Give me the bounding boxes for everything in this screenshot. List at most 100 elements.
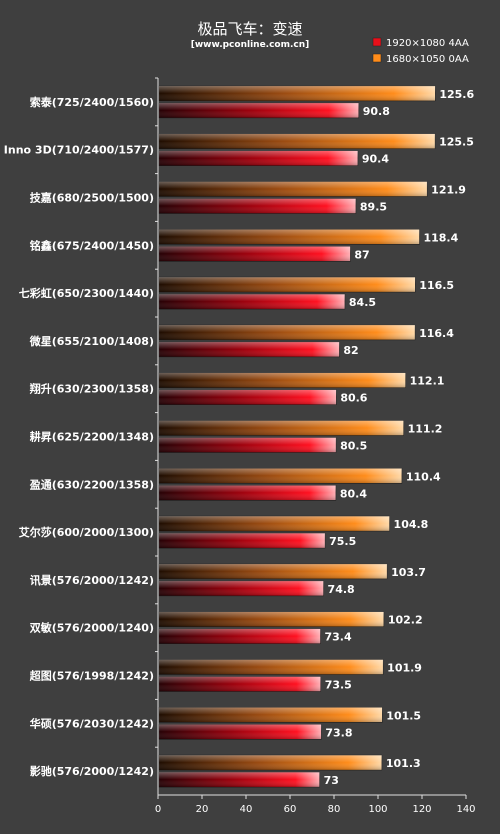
- plot-area: 索泰(725/2400/1560) 125.6 90.8 Inno 3D(710/24…: [4, 77, 476, 815]
- category-label: 铭鑫(675/2400/1450): [30, 238, 154, 252]
- value-label-1920-1080-4aa: 84.5: [349, 296, 376, 309]
- bar-sheen: [159, 563, 388, 579]
- value-label-1680-1050-0aa: 118.4: [423, 231, 458, 244]
- bar-sheen: [159, 229, 420, 245]
- value-label-1920-1080-4aa: 89.5: [360, 201, 387, 214]
- category-label: 双敏(576/2000/1240): [30, 621, 154, 635]
- bar-group: 双敏(576/2000/1240) 102.2 73.4: [30, 603, 423, 644]
- x-tick-label: 60: [284, 804, 297, 815]
- bar-group: 影驰(576/2000/1242) 101.3 73: [30, 746, 421, 788]
- value-label-1680-1050-0aa: 116.5: [419, 279, 454, 292]
- category-label: 艾尔莎(600/2000/1300): [19, 525, 154, 539]
- category-label: 耕昇(625/2200/1348): [30, 430, 154, 444]
- value-label-1680-1050-0aa: 125.5: [439, 136, 474, 149]
- value-label-1680-1050-0aa: 125.6: [439, 88, 474, 101]
- value-label-1920-1080-4aa: 82: [343, 344, 358, 357]
- bar-sheen: [159, 198, 356, 214]
- bar-sheen: [159, 389, 337, 405]
- x-tick-label: 100: [368, 804, 387, 815]
- bar-sheen: [159, 611, 384, 627]
- bar-sheen: [159, 277, 416, 293]
- bar-group: 微星(655/2100/1408) 116.4 82: [29, 316, 454, 358]
- legend-label-4aa: 1920×1080 4AA: [386, 38, 469, 49]
- value-label-1680-1050-0aa: 101.3: [386, 757, 421, 770]
- legend: 1920×1080 4AA 1680×1050 0AA: [372, 37, 469, 65]
- chart-subtitle: [www.pconline.com.cn]: [191, 40, 310, 50]
- bar-sheen: [159, 133, 436, 149]
- bar-sheen: [159, 246, 351, 262]
- category-label: 华硕(576/2030/1242): [30, 716, 154, 730]
- bar-group: 技嘉(680/2500/1500) 121.9 89.5: [30, 173, 466, 214]
- bar-group: 华硕(576/2030/1242) 101.5 73.8: [30, 698, 421, 740]
- bar-sheen: [159, 755, 382, 771]
- value-label-1680-1050-0aa: 104.8: [394, 518, 429, 531]
- bar-group: 七彩虹(650/2300/1440) 116.5 84.5: [19, 268, 454, 310]
- category-label: 讯景(576/2000/1242): [30, 574, 154, 587]
- x-tick-label: 120: [412, 804, 431, 815]
- bar-group: 艾尔莎(600/2000/1300) 104.8 75.5: [19, 507, 429, 549]
- bar-sheen: [159, 181, 428, 197]
- value-label-1920-1080-4aa: 73: [324, 774, 339, 787]
- bar-sheen: [159, 372, 406, 388]
- legend-swatch-4aa: [372, 37, 382, 47]
- bar-sheen: [159, 676, 321, 692]
- bar-group: Inno 3D(710/2400/1577) 125.5 90.4: [4, 125, 474, 166]
- value-label-1920-1080-4aa: 75.5: [329, 535, 356, 548]
- value-label-1920-1080-4aa: 90.8: [363, 105, 390, 118]
- value-label-1680-1050-0aa: 101.9: [387, 662, 422, 675]
- category-label: 微星(655/2100/1408): [29, 334, 154, 348]
- bar-group: 盈通(630/2200/1358) 110.4 80.4: [29, 459, 441, 501]
- value-label-1680-1050-0aa: 111.2: [408, 423, 443, 436]
- bar-group: 超图(576/1998/1242) 101.9 73.5: [29, 651, 422, 692]
- bar-sheen: [159, 772, 320, 788]
- bar-sheen: [159, 102, 359, 118]
- category-label: 技嘉(680/2500/1500): [30, 191, 154, 205]
- value-label-1920-1080-4aa: 80.5: [340, 440, 367, 453]
- value-label-1920-1080-4aa: 90.4: [362, 153, 389, 166]
- category-label: 七彩虹(650/2300/1440): [19, 286, 154, 300]
- value-label-1920-1080-4aa: 73.4: [324, 631, 351, 644]
- bar-sheen: [159, 294, 345, 310]
- value-label-1680-1050-0aa: 102.2: [388, 614, 423, 627]
- bar-sheen: [159, 628, 321, 644]
- bar-group: 索泰(725/2400/1560) 125.6 90.8: [30, 77, 474, 119]
- value-label-1920-1080-4aa: 80.4: [340, 487, 367, 500]
- x-tick-label: 40: [240, 804, 253, 815]
- value-label-1920-1080-4aa: 87: [354, 248, 369, 261]
- value-label-1680-1050-0aa: 112.1: [410, 375, 445, 388]
- bar-sheen: [159, 341, 340, 357]
- category-label: 影驰(576/2000/1242): [30, 764, 154, 778]
- bar-sheen: [159, 150, 358, 166]
- bar-sheen: [159, 659, 384, 675]
- category-label: Inno 3D(710/2400/1577): [4, 144, 154, 157]
- value-label-1680-1050-0aa: 110.4: [406, 470, 441, 483]
- value-label-1680-1050-0aa: 101.5: [386, 709, 421, 722]
- x-tick-label: 140: [456, 804, 475, 815]
- value-label-1920-1080-4aa: 73.8: [325, 726, 352, 739]
- x-tick-label: 20: [196, 804, 209, 815]
- value-label-1920-1080-4aa: 74.8: [328, 583, 355, 596]
- bar-sheen: [159, 85, 436, 101]
- chart-title: 极品飞车：变速: [197, 20, 302, 38]
- value-label-1920-1080-4aa: 73.5: [325, 679, 352, 692]
- bar-sheen: [159, 533, 326, 549]
- value-label-1680-1050-0aa: 116.4: [419, 327, 454, 340]
- category-label: 超图(576/1998/1242): [29, 669, 154, 683]
- bar-group: 铭鑫(675/2400/1450) 118.4 87: [30, 220, 459, 262]
- legend-swatch-0aa: [372, 53, 382, 63]
- bar-sheen: [159, 724, 322, 740]
- bar-group: 讯景(576/2000/1242) 103.7 74.8: [30, 555, 426, 597]
- bar-sheen: [159, 420, 404, 436]
- bar-sheen: [159, 707, 383, 723]
- category-label: 索泰(725/2400/1560): [30, 95, 154, 109]
- bar-sheen: [159, 468, 402, 484]
- category-label: 翔升(630/2300/1358): [29, 382, 154, 396]
- bar-sheen: [159, 516, 390, 532]
- bar-group: 耕昇(625/2200/1348) 111.2 80.5: [30, 412, 443, 453]
- legend-label-0aa: 1680×1050 0AA: [386, 54, 469, 65]
- value-label-1920-1080-4aa: 80.6: [340, 392, 367, 405]
- bar-sheen: [159, 437, 337, 453]
- category-label: 盈通(630/2200/1358): [29, 478, 154, 491]
